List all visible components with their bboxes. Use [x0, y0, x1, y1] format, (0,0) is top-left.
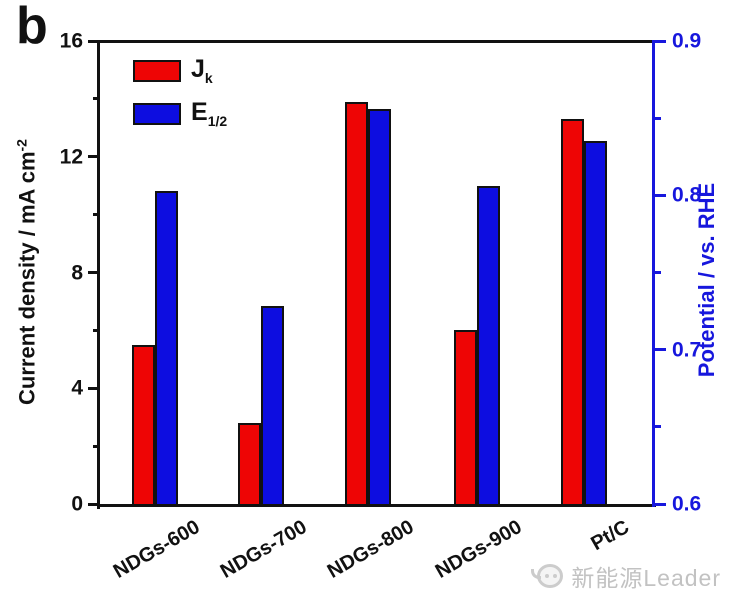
legend-swatch-jk: [133, 60, 181, 82]
left-axis-tick-label: 8: [71, 261, 83, 284]
right-axis-minor-tick: [655, 116, 661, 120]
left-axis-minor-tick: [93, 97, 99, 101]
legend-swatch-e12: [133, 103, 181, 125]
right-axis-title: Potential / vs. RHE: [694, 182, 719, 378]
left-axis-minor-tick: [93, 213, 99, 217]
right-axis-major-tick: [655, 502, 666, 506]
left-axis-major-tick: [88, 386, 99, 390]
legend-label-jk: Jk: [191, 55, 213, 86]
right-axis-tick-label: 0.8: [672, 183, 702, 207]
bar-e1-2-ndgs-800: [368, 108, 392, 506]
top-frame-line: [97, 40, 653, 43]
left-axis-major-tick: [88, 502, 99, 506]
left-axis-minor-tick: [93, 444, 99, 448]
left-axis-title-superscript: -2: [13, 139, 30, 152]
left-axis-major-tick: [88, 155, 99, 159]
left-axis-major-tick: [88, 271, 99, 274]
bar-jk-ndgs-800: [345, 101, 369, 506]
watermark-mascot-icon: [531, 564, 564, 588]
right-axis-tick-label: 0.9: [672, 29, 702, 53]
bar-jk-ndgs-700: [238, 422, 262, 506]
left-axis-major-tick: [88, 39, 99, 43]
left-axis-tick-label: 4: [71, 376, 83, 400]
left-axis-tick-label: 12: [59, 145, 83, 169]
category-label-ndgs-700: NDGs-700: [216, 516, 311, 583]
category-label-ndgs-800: NDGs-800: [323, 516, 418, 583]
watermark: 新能源Leader: [531, 559, 721, 593]
right-axis-major-tick: [655, 39, 666, 43]
bar-jk-ndgs-900: [453, 330, 477, 506]
left-axis-tick-label: 16: [59, 29, 83, 53]
right-axis-major-tick: [655, 348, 666, 352]
left-axis-title-text: Current density / mA cm: [14, 151, 40, 405]
right-axis-major-tick: [655, 193, 666, 197]
bar-e1-2-ndgs-700: [261, 306, 285, 506]
bar-e1-2-pt-c: [583, 141, 607, 506]
category-label-ndgs-900: NDGs-900: [432, 516, 526, 583]
right-axis-tick-label: 0.6: [672, 492, 702, 516]
left-axis-minor-tick: [93, 328, 99, 332]
bar-jk-pt-c: [560, 119, 584, 506]
category-label-pt-c: Pt/C: [587, 516, 633, 556]
bar-jk-ndgs-600: [131, 344, 155, 506]
watermark-text: 新能源Leader: [571, 565, 721, 591]
right-axis-minor-tick: [655, 425, 661, 429]
legend: Jk E1/2: [133, 57, 227, 143]
right-axis-line: [652, 40, 655, 507]
right-axis-tick-label: 0.7: [672, 338, 702, 362]
legend-item-jk: Jk: [133, 57, 227, 85]
bar-e1-2-ndgs-900: [476, 186, 500, 506]
bar-e1-2-ndgs-600: [154, 190, 178, 506]
left-axis-line: [97, 40, 100, 509]
panel-label: b: [16, 0, 48, 55]
left-axis-title: Current density / mA cm-2: [13, 139, 40, 405]
category-label-ndgs-600: NDGs-600: [110, 516, 204, 583]
left-axis-tick-label: 0: [71, 492, 83, 516]
right-axis-minor-tick: [655, 271, 661, 274]
legend-item-e12: E1/2: [133, 100, 227, 128]
legend-label-e12: E1/2: [191, 98, 228, 129]
